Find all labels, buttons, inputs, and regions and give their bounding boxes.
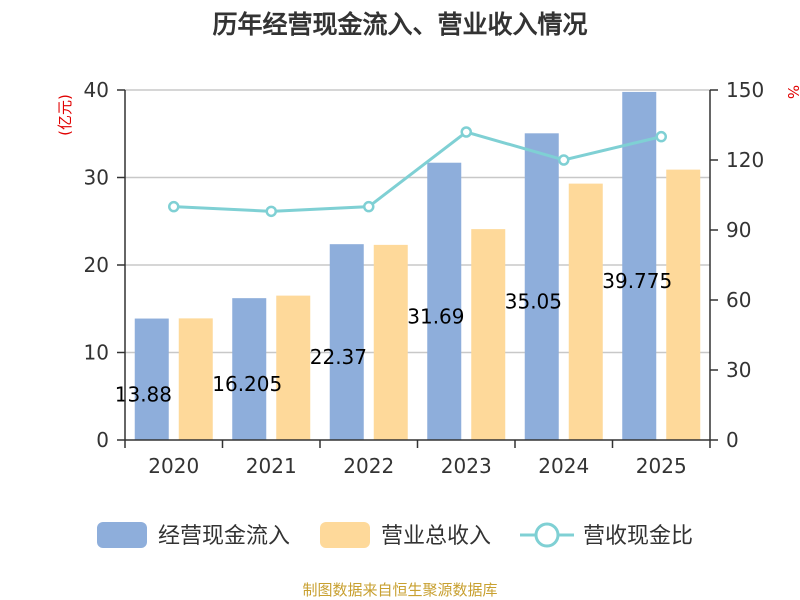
ratio-line-series: [168, 126, 667, 218]
left-axis-unit: (亿元): [56, 94, 74, 136]
legend-swatch-ratio-marker: [534, 522, 560, 548]
right-axis-unit: %: [784, 85, 800, 99]
data-label-cash-inflow: 39.775: [602, 269, 672, 293]
axes: 0 10 20 30 40 0 30 60 90 120 150 2020 2021 2022 2023 20…: [84, 78, 765, 478]
data-labels: 13.88 16.205 22.37 31.69 35.05 39.775: [115, 269, 672, 406]
x-tick-label: 2022: [343, 454, 394, 478]
right-tick-label: 150: [726, 78, 764, 102]
bars: [134, 91, 701, 441]
ratio-line: [173, 130, 662, 213]
bar-revenue: [373, 244, 408, 440]
ratio-point: [558, 154, 570, 166]
x-tick-label: 2025: [636, 454, 687, 478]
gridlines: [125, 89, 710, 354]
data-label-cash-inflow: 31.69: [407, 304, 464, 328]
bar-revenue: [471, 229, 506, 440]
ratio-point: [655, 130, 667, 143]
legend: 经营现金流入 营业总收入 营收现金比: [97, 522, 693, 549]
x-tick-label: 2020: [148, 454, 199, 478]
data-label-cash-inflow: 22.37: [310, 345, 367, 369]
data-label-cash-inflow: 13.88: [115, 382, 172, 406]
left-tick-label: 0: [96, 428, 109, 452]
ratio-point: [265, 205, 277, 218]
bar-revenue: [568, 183, 603, 440]
ratio-point: [168, 200, 180, 213]
data-label-cash-inflow: 16.205: [212, 372, 282, 396]
left-tick-label: 20: [84, 253, 109, 277]
bar-cash-inflow: [524, 133, 559, 440]
chart-title: 历年经营现金流入、营业收入情况: [212, 10, 587, 39]
legend-label-ratio: 营收现金比: [583, 524, 693, 549]
legend-label-cash-inflow: 经营现金流入: [158, 524, 290, 549]
left-tick-label: 10: [84, 341, 109, 365]
ratio-point: [363, 200, 375, 213]
right-tick-label: 120: [726, 148, 764, 172]
x-tick-label: 2024: [538, 454, 589, 478]
legend-label-revenue: 营业总收入: [381, 524, 491, 549]
legend-swatch-revenue: [320, 522, 370, 548]
source-note: 制图数据来自恒生聚源数据库: [302, 581, 497, 599]
bar-revenue: [276, 295, 311, 440]
bar-cash-inflow: [232, 298, 267, 440]
legend-swatch-cash-inflow: [97, 522, 147, 548]
right-tick-label: 0: [726, 428, 739, 452]
bar-cash-inflow: [329, 244, 364, 440]
left-tick-label: 40: [84, 78, 109, 102]
bar-revenue: [178, 318, 213, 440]
bar-cash-inflow: [427, 162, 462, 440]
right-tick-label: 90: [726, 218, 751, 242]
right-tick-label: 30: [726, 358, 751, 382]
bar-revenue: [666, 169, 701, 440]
x-tick-label: 2021: [246, 454, 297, 478]
bar-cash-inflow: [134, 318, 169, 440]
bar-cash-inflow: [622, 91, 657, 441]
left-tick-label: 30: [84, 166, 109, 190]
right-tick-label: 60: [726, 288, 751, 312]
x-tick-label: 2023: [441, 454, 492, 478]
data-label-cash-inflow: 35.05: [505, 290, 562, 314]
ratio-point: [460, 126, 472, 138]
